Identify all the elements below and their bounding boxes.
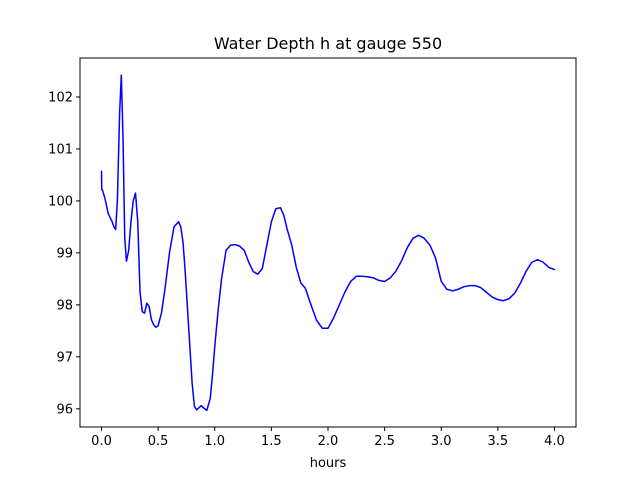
y-tick-label: 100 xyxy=(48,194,73,209)
x-tick-label: 4.0 xyxy=(544,434,565,449)
y-tick-label: 98 xyxy=(56,298,73,313)
x-tick-label: 2.0 xyxy=(318,434,339,449)
x-axis: 0.0 0.5 1.0 1.5 2.0 2.5 3.0 3.5 4.0 xyxy=(91,427,565,449)
x-tick-label: 3.0 xyxy=(431,434,452,449)
y-tick-label: 97 xyxy=(56,350,73,365)
x-tick-label: 1.5 xyxy=(261,434,282,449)
x-tick-label: 0.5 xyxy=(148,434,169,449)
x-tick-label: 2.5 xyxy=(374,434,395,449)
x-tick-label: 3.5 xyxy=(488,434,509,449)
y-tick-label: 101 xyxy=(48,142,73,157)
x-tick-label: 0.0 xyxy=(91,434,112,449)
x-axis-label: hours xyxy=(310,456,347,471)
y-tick-label: 99 xyxy=(56,246,73,261)
y-tick-label: 96 xyxy=(56,402,73,417)
chart-title: Water Depth h at gauge 550 xyxy=(214,34,442,53)
x-tick-label: 1.0 xyxy=(204,434,225,449)
series-group xyxy=(100,74,556,412)
y-tick-label: 102 xyxy=(48,90,73,105)
series-line-0 xyxy=(100,74,556,412)
y-axis: 96 97 98 99 100 101 102 xyxy=(48,90,80,417)
